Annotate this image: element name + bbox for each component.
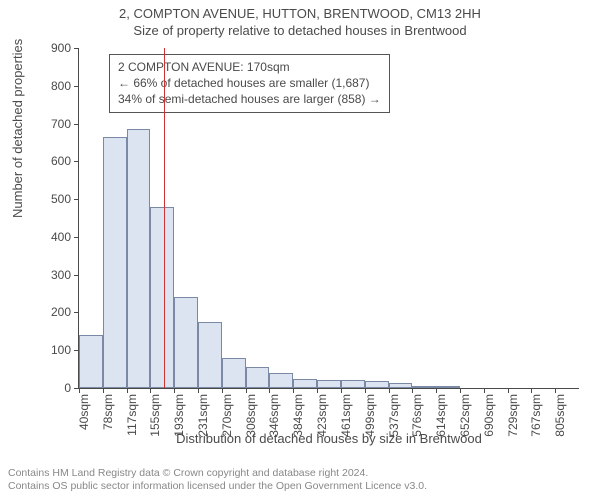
y-tick-label: 100 xyxy=(51,343,79,357)
x-tick-label: 614sqm xyxy=(434,394,448,437)
footer-line-2: Contains OS public sector information li… xyxy=(8,480,427,494)
x-tick-label: 231sqm xyxy=(196,394,210,437)
x-tick-label: 576sqm xyxy=(410,394,424,437)
histogram-bar xyxy=(389,383,413,388)
x-tick-label: 652sqm xyxy=(458,394,472,437)
x-tick-mark xyxy=(293,388,294,393)
x-tick-label: 308sqm xyxy=(244,394,258,437)
y-tick-label: 0 xyxy=(64,381,79,395)
x-tick-mark xyxy=(365,388,366,393)
x-tick-mark xyxy=(79,388,80,393)
histogram-bar xyxy=(103,137,127,388)
x-tick-mark xyxy=(127,388,128,393)
annotation-line-1: 2 COMPTON AVENUE: 170sqm xyxy=(118,59,381,75)
histogram-bar xyxy=(127,129,151,388)
x-tick-label: 461sqm xyxy=(339,394,353,437)
y-axis-label: Number of detached properties xyxy=(10,39,25,218)
x-tick-mark xyxy=(531,388,532,393)
y-tick-label: 300 xyxy=(51,268,79,282)
x-tick-label: 423sqm xyxy=(315,394,329,437)
x-tick-mark xyxy=(317,388,318,393)
x-tick-label: 78sqm xyxy=(101,394,115,430)
x-tick-label: 384sqm xyxy=(291,394,305,437)
annotation-box: 2 COMPTON AVENUE: 170sqm ← 66% of detach… xyxy=(109,54,390,113)
x-tick-mark xyxy=(174,388,175,393)
x-tick-mark xyxy=(412,388,413,393)
x-tick-label: 270sqm xyxy=(220,394,234,437)
x-tick-mark xyxy=(484,388,485,393)
x-tick-mark xyxy=(436,388,437,393)
x-tick-mark xyxy=(222,388,223,393)
y-tick-label: 400 xyxy=(51,230,79,244)
plot-area: 2 COMPTON AVENUE: 170sqm ← 66% of detach… xyxy=(78,48,579,389)
x-tick-mark xyxy=(508,388,509,393)
annotation-line-3: 34% of semi-detached houses are larger (… xyxy=(118,91,381,107)
histogram-bar xyxy=(436,386,460,388)
footer-attribution: Contains HM Land Registry data © Crown c… xyxy=(8,467,427,494)
x-tick-mark xyxy=(198,388,199,393)
x-tick-label: 346sqm xyxy=(267,394,281,437)
x-tick-mark xyxy=(341,388,342,393)
x-tick-label: 117sqm xyxy=(125,394,139,436)
histogram-bar xyxy=(341,380,365,388)
x-tick-label: 155sqm xyxy=(148,394,162,437)
histogram-bar xyxy=(150,207,174,388)
reference-line xyxy=(164,48,165,388)
x-tick-label: 729sqm xyxy=(506,394,520,437)
chart-title-block: 2, COMPTON AVENUE, HUTTON, BRENTWOOD, CM… xyxy=(0,0,600,40)
y-tick-label: 200 xyxy=(51,305,79,319)
histogram-bar xyxy=(246,367,270,388)
x-tick-mark xyxy=(246,388,247,393)
x-tick-label: 193sqm xyxy=(172,394,186,437)
x-tick-mark xyxy=(103,388,104,393)
histogram-bar xyxy=(222,358,246,388)
histogram-bar xyxy=(412,386,436,388)
x-tick-label: 690sqm xyxy=(482,394,496,437)
footer-line-1: Contains HM Land Registry data © Crown c… xyxy=(8,467,427,481)
histogram-bar xyxy=(317,380,341,388)
chart-area: Number of detached properties 2 COMPTON … xyxy=(48,48,578,418)
histogram-bar xyxy=(293,379,317,388)
x-tick-label: 40sqm xyxy=(77,394,91,430)
histogram-bar xyxy=(269,373,293,388)
y-tick-label: 500 xyxy=(51,192,79,206)
x-tick-mark xyxy=(389,388,390,393)
histogram-bar xyxy=(174,297,198,388)
annotation-line-2: ← 66% of detached houses are smaller (1,… xyxy=(118,75,381,91)
x-tick-label: 767sqm xyxy=(529,394,543,437)
x-tick-mark xyxy=(555,388,556,393)
x-tick-label: 805sqm xyxy=(553,394,567,437)
x-tick-mark xyxy=(269,388,270,393)
histogram-bar xyxy=(79,335,103,388)
histogram-bar xyxy=(365,381,389,388)
histogram-bar xyxy=(198,322,222,388)
y-tick-label: 600 xyxy=(51,154,79,168)
x-tick-label: 537sqm xyxy=(387,394,401,437)
chart-title-1: 2, COMPTON AVENUE, HUTTON, BRENTWOOD, CM… xyxy=(0,6,600,23)
y-tick-label: 700 xyxy=(51,117,79,131)
x-tick-mark xyxy=(460,388,461,393)
chart-title-2: Size of property relative to detached ho… xyxy=(0,23,600,40)
y-tick-label: 900 xyxy=(51,41,79,55)
x-tick-label: 499sqm xyxy=(363,394,377,437)
y-tick-label: 800 xyxy=(51,79,79,93)
x-tick-mark xyxy=(150,388,151,393)
